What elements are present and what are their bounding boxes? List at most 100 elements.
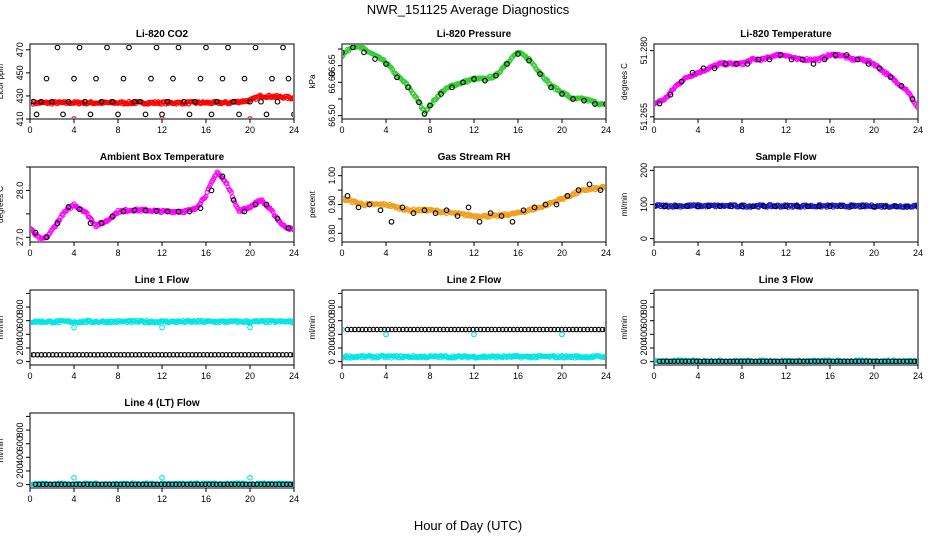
data-point — [697, 358, 703, 364]
data-point — [477, 326, 484, 333]
data-point — [678, 358, 685, 364]
data-point — [285, 75, 292, 82]
plot-area — [31, 169, 293, 241]
data-point — [57, 352, 63, 358]
data-point — [175, 45, 182, 51]
data-point — [372, 56, 378, 62]
x-tick-label: 24 — [289, 248, 299, 258]
data-point — [211, 176, 217, 182]
data-point — [363, 326, 369, 333]
data-point — [559, 91, 565, 97]
data-point — [749, 358, 755, 364]
data-point — [537, 71, 543, 77]
data-point — [432, 97, 439, 103]
x-tick-label: 16 — [201, 494, 211, 504]
data-point — [422, 326, 428, 333]
data-point — [245, 352, 252, 358]
data-point — [717, 203, 723, 210]
data-point — [476, 218, 483, 225]
data-point — [555, 326, 561, 333]
data-point — [197, 75, 204, 82]
x-tick-label: 4 — [71, 371, 76, 381]
y-axis-label: ml/min — [0, 316, 5, 340]
data-point — [117, 481, 124, 487]
data-point — [170, 352, 177, 358]
data-point — [756, 358, 762, 364]
data-point — [403, 326, 410, 333]
x-tick-label: 4 — [383, 125, 388, 135]
data-point — [410, 210, 417, 217]
data-point — [867, 358, 873, 364]
data-point — [80, 352, 86, 358]
data-point — [383, 61, 389, 67]
data-point — [343, 326, 345, 333]
data-point — [366, 326, 373, 333]
data-point — [31, 352, 33, 358]
data-point — [655, 203, 657, 209]
data-point — [385, 326, 391, 333]
data-point — [49, 352, 56, 358]
data-point — [580, 354, 586, 360]
data-point — [352, 326, 358, 333]
data-point — [396, 326, 402, 333]
data-point — [110, 352, 116, 358]
data-point — [258, 481, 264, 487]
data-point — [673, 203, 679, 210]
chart-panel-3: Li-820 Temperature degrees C 0 4 8 12 16 20 24 51… — [620, 29, 923, 135]
y-tick-label: 200 — [15, 463, 25, 478]
data-point — [887, 74, 894, 80]
data-point — [43, 481, 50, 487]
data-point — [915, 105, 917, 111]
data-point — [291, 352, 293, 358]
y-tick-label: 51.265 — [639, 103, 649, 131]
y-tick-label: 410 — [15, 111, 25, 126]
plot-area — [655, 202, 917, 210]
data-point — [125, 352, 131, 358]
data-point — [536, 326, 543, 333]
data-point — [481, 326, 487, 333]
data-point — [526, 57, 532, 64]
data-point — [782, 358, 788, 364]
data-point — [492, 326, 498, 333]
data-point — [151, 352, 158, 358]
data-point — [448, 326, 454, 333]
data-point — [366, 201, 373, 208]
y-tick-label: 1.00 — [327, 167, 337, 185]
x-tick-label: 16 — [201, 125, 211, 135]
data-point — [212, 98, 218, 105]
data-point — [164, 208, 171, 215]
data-point — [355, 326, 362, 333]
y-tick-label: 0 — [639, 359, 649, 364]
x-tick-label: 0 — [339, 248, 344, 258]
data-point — [228, 481, 234, 487]
data-point — [247, 474, 253, 481]
data-point — [783, 203, 789, 210]
data-point — [54, 481, 61, 487]
series-2 — [343, 45, 605, 117]
data-point — [148, 75, 154, 82]
data-point — [433, 326, 439, 333]
data-point — [279, 352, 286, 358]
series-1 — [655, 202, 917, 210]
data-point — [247, 98, 253, 105]
data-point — [882, 358, 888, 364]
data-point — [507, 326, 513, 333]
data-point — [603, 355, 605, 361]
data-point — [416, 99, 422, 106]
series-2 — [32, 481, 293, 487]
y-tick-label: 450 — [15, 65, 25, 80]
data-point — [280, 45, 286, 51]
data-point — [98, 352, 105, 358]
data-point — [287, 352, 293, 358]
data-point — [656, 358, 663, 364]
data-point — [734, 358, 740, 364]
data-point — [224, 481, 231, 487]
data-point — [530, 62, 536, 68]
data-point — [164, 98, 171, 105]
data-point — [258, 98, 264, 105]
data-point — [249, 352, 256, 358]
data-point — [58, 481, 65, 487]
data-point — [136, 352, 143, 358]
chart-panel-5: Gas Stream RH percent 0 4 8 12 16 20 24 0.80 0.90 1… — [308, 152, 611, 258]
series-1 — [31, 92, 293, 107]
